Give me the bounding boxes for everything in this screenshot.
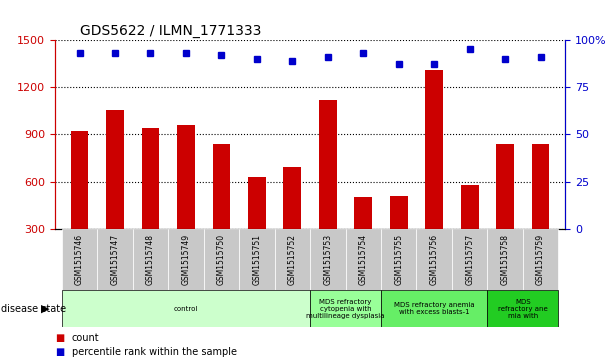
Bar <box>248 177 266 276</box>
Text: ■: ■ <box>55 333 64 343</box>
Bar <box>390 196 407 276</box>
Bar <box>532 144 550 276</box>
Bar <box>213 144 230 276</box>
Bar <box>204 229 239 290</box>
Bar <box>488 290 558 327</box>
Text: GSM1515754: GSM1515754 <box>359 234 368 285</box>
Bar <box>354 197 372 276</box>
Bar <box>310 290 381 327</box>
Bar <box>133 229 168 290</box>
Text: GSM1515752: GSM1515752 <box>288 234 297 285</box>
Text: GSM1515756: GSM1515756 <box>430 234 439 285</box>
Text: GSM1515750: GSM1515750 <box>217 234 226 285</box>
Bar <box>275 229 310 290</box>
Bar <box>381 290 488 327</box>
Text: GSM1515748: GSM1515748 <box>146 234 155 285</box>
Text: GSM1515753: GSM1515753 <box>323 234 333 285</box>
Bar <box>416 229 452 290</box>
Bar <box>452 229 488 290</box>
Text: percentile rank within the sample: percentile rank within the sample <box>72 347 237 357</box>
Text: count: count <box>72 333 99 343</box>
Bar <box>71 131 88 276</box>
Bar <box>426 70 443 276</box>
Bar <box>97 229 133 290</box>
Bar <box>62 229 97 290</box>
Text: GSM1515751: GSM1515751 <box>252 234 261 285</box>
Text: GSM1515758: GSM1515758 <box>500 234 510 285</box>
Text: MDS
refractory ane
mia with: MDS refractory ane mia with <box>498 298 548 319</box>
Bar <box>310 229 345 290</box>
Bar <box>319 100 337 276</box>
Bar <box>345 229 381 290</box>
Bar <box>381 229 416 290</box>
Bar <box>62 290 310 327</box>
Text: MDS refractory anemia
with excess blasts-1: MDS refractory anemia with excess blasts… <box>394 302 474 315</box>
Bar <box>239 229 275 290</box>
Bar <box>496 144 514 276</box>
Text: GSM1515755: GSM1515755 <box>394 234 403 285</box>
Bar <box>106 110 124 276</box>
Text: GSM1515746: GSM1515746 <box>75 234 84 285</box>
Bar <box>523 229 558 290</box>
Text: control: control <box>174 306 198 311</box>
Text: ■: ■ <box>55 347 64 357</box>
Text: GSM1515757: GSM1515757 <box>465 234 474 285</box>
Text: GSM1515749: GSM1515749 <box>181 234 190 285</box>
Text: MDS refractory
cytopenia with
multilineage dysplasia: MDS refractory cytopenia with multilinea… <box>306 298 385 319</box>
Text: disease state: disease state <box>1 303 66 314</box>
Text: GDS5622 / ILMN_1771333: GDS5622 / ILMN_1771333 <box>80 24 261 37</box>
Bar <box>488 229 523 290</box>
Bar <box>283 167 301 276</box>
Bar <box>142 128 159 276</box>
Bar <box>461 185 478 276</box>
Bar <box>168 229 204 290</box>
Text: GSM1515747: GSM1515747 <box>111 234 120 285</box>
Bar <box>177 125 195 276</box>
Text: ▶: ▶ <box>41 303 50 314</box>
Text: GSM1515759: GSM1515759 <box>536 234 545 285</box>
